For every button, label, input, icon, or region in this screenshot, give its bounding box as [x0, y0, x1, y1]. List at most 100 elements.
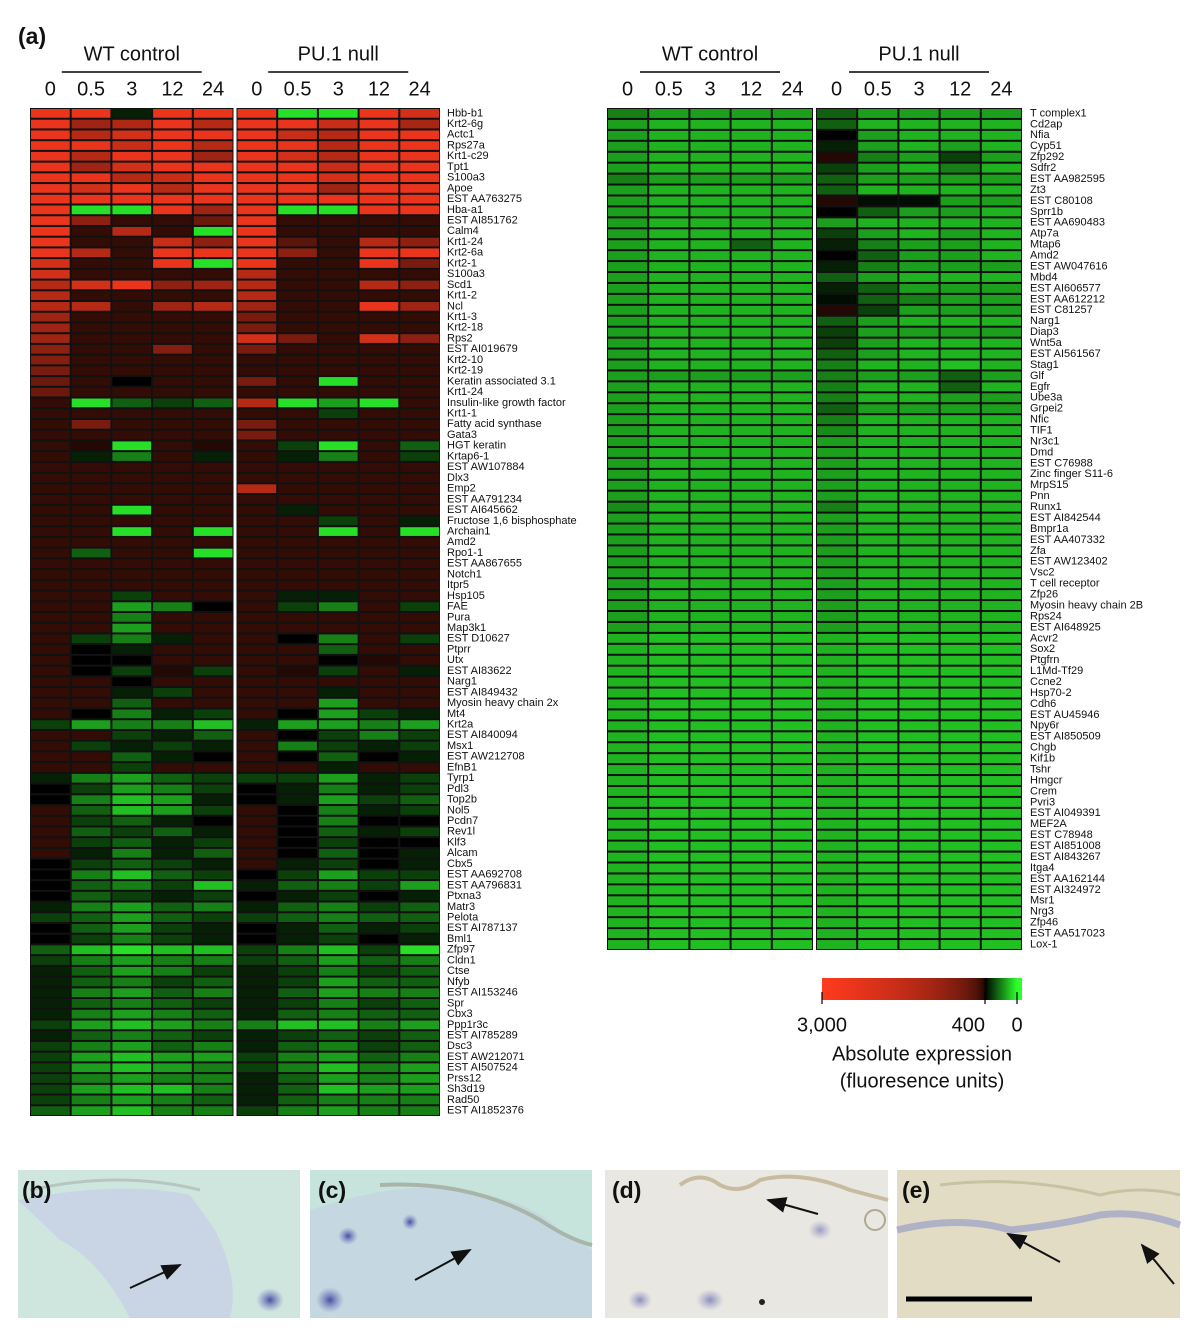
heatmap-cell: [817, 874, 857, 884]
colorbar-segment: [901, 978, 903, 1000]
heatmap-cell: [237, 602, 277, 611]
heatmap-cell: [112, 495, 152, 504]
heatmap-cell: [858, 568, 898, 578]
heatmap-cell: [899, 513, 939, 523]
heatmap-cell: [981, 765, 1021, 775]
row-label: Mt4: [447, 708, 465, 720]
heatmap-cell: [359, 516, 399, 526]
heatmap-cell: [817, 699, 857, 709]
colorbar-segment: [964, 978, 966, 1000]
heatmap-cell: [858, 721, 898, 731]
heatmap-cell: [71, 473, 111, 483]
heatmap-cell: [359, 934, 399, 944]
heatmap-cell: [153, 430, 192, 440]
heatmap-cell: [649, 240, 689, 250]
heatmap-cell: [981, 196, 1021, 206]
row-label: EST AI324972: [1030, 884, 1101, 896]
row-label: Zfp97: [447, 944, 475, 956]
heatmap-cell: [31, 816, 70, 826]
heatmap-cell: [940, 765, 980, 775]
heatmap-cell: [237, 666, 277, 676]
row-label: Krt2-6g: [447, 118, 483, 130]
heatmap-cell: [899, 185, 939, 195]
heatmap-cell: [71, 838, 111, 847]
heatmap-cell: [71, 752, 111, 762]
heatmap-cell: [940, 207, 980, 217]
row-label: EST AW212708: [447, 751, 525, 763]
heatmap-cell: [940, 622, 980, 632]
heatmap-cell: [690, 622, 730, 632]
heatmap-cell: [193, 409, 233, 418]
heatmap-cell: [690, 415, 730, 425]
heatmap-cell: [981, 907, 1021, 917]
heatmap-cell: [153, 741, 192, 751]
heatmap-cell: [817, 710, 857, 720]
row-label: Rpo1-1: [447, 547, 483, 559]
row-label: Hsp105: [447, 590, 485, 602]
heatmap-cell: [940, 918, 980, 928]
row-label: MEF2A: [1030, 818, 1067, 830]
heatmap-cell: [772, 896, 812, 906]
heatmap-cell: [359, 741, 399, 751]
heatmap-cell: [608, 633, 648, 643]
heatmap-cell: [400, 1106, 439, 1115]
heatmap-cell: [193, 881, 233, 890]
heatmap-cell: [318, 537, 358, 547]
heatmap-cell: [359, 1052, 399, 1062]
heatmap-cell: [400, 1031, 439, 1040]
heatmap-cell: [31, 1052, 70, 1062]
heatmap-cell: [817, 852, 857, 862]
heatmap-cell: [731, 797, 771, 807]
heatmap-cell: [31, 377, 70, 386]
heatmap-cell: [690, 316, 730, 326]
heatmap-cell: [278, 205, 317, 215]
colorbar-segment: [880, 978, 882, 1000]
heatmap-cell: [400, 859, 439, 869]
heatmap-cell: [237, 1106, 277, 1115]
heatmap-cell: [31, 698, 70, 708]
row-label: Krt2-1: [447, 257, 477, 269]
heatmap-cell: [193, 752, 233, 762]
heatmap-cell: [899, 316, 939, 326]
heatmap-cell: [731, 721, 771, 731]
heatmap-cell: [649, 349, 689, 359]
heatmap-cell: [817, 579, 857, 589]
heatmap-cell: [817, 196, 857, 206]
heatmap-cell: [193, 1074, 233, 1083]
heatmap-cell: [690, 491, 730, 501]
row-label: Ppp1r3c: [447, 1019, 488, 1031]
heatmap-cell: [31, 441, 70, 451]
heatmap-cell: [31, 452, 70, 461]
heatmap-cell: [193, 816, 233, 826]
heatmap-cell: [193, 237, 233, 247]
heatmap-cell: [649, 918, 689, 928]
heatmap-cell: [112, 763, 152, 772]
heatmap-cell: [359, 806, 399, 815]
heatmap-cell: [112, 773, 152, 783]
heatmap-cell: [237, 323, 277, 333]
heatmap-cell: [981, 360, 1021, 370]
heatmap-cell: [31, 891, 70, 901]
heatmap-cell: [817, 590, 857, 600]
heatmap-cell: [71, 1041, 111, 1051]
heatmap-cell: [400, 109, 439, 118]
heatmap-cell: [318, 216, 358, 225]
heatmap-cell: [899, 404, 939, 414]
heatmap-cell: [608, 688, 648, 698]
heatmap-cell: [608, 885, 648, 895]
heatmap-cell: [940, 929, 980, 939]
heatmap-cell: [899, 896, 939, 906]
row-label: Ptprr: [447, 643, 471, 655]
heatmap-cell: [318, 623, 358, 633]
heatmap-cell: [153, 570, 192, 579]
heatmap-cell: [940, 732, 980, 742]
heatmap-cell: [359, 1031, 399, 1040]
colorbar-segment: [883, 978, 885, 1000]
heatmap-cell: [193, 784, 233, 794]
heatmap-cell: [278, 677, 317, 687]
heatmap-cell: [400, 1041, 439, 1051]
heatmap-cell: [153, 730, 192, 740]
row-label: Bml1: [447, 933, 472, 945]
colorbar-segment: [1009, 978, 1011, 1000]
heatmap-cell: [31, 259, 70, 268]
